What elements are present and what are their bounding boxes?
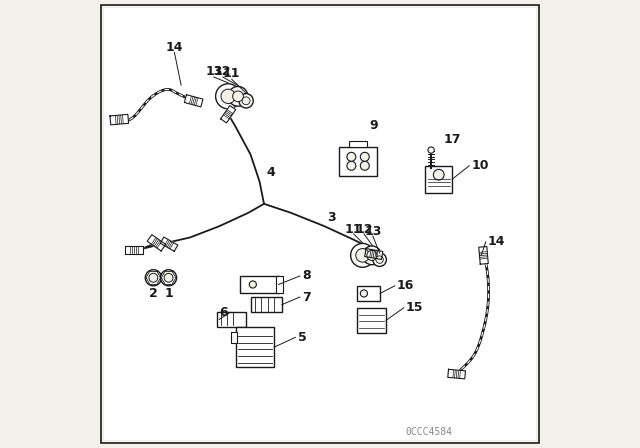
Bar xyxy=(356,286,380,301)
Circle shape xyxy=(367,250,377,260)
Polygon shape xyxy=(479,246,488,264)
Text: 11: 11 xyxy=(345,223,362,236)
Text: 13: 13 xyxy=(205,65,223,78)
Polygon shape xyxy=(125,246,143,254)
Bar xyxy=(357,308,386,332)
Polygon shape xyxy=(365,249,383,259)
Circle shape xyxy=(360,161,369,170)
Bar xyxy=(217,312,246,327)
Text: 10: 10 xyxy=(472,159,489,172)
Polygon shape xyxy=(184,95,203,107)
Text: 7: 7 xyxy=(302,290,311,304)
Circle shape xyxy=(360,290,367,297)
Text: 14: 14 xyxy=(166,40,183,54)
Polygon shape xyxy=(147,235,166,251)
Circle shape xyxy=(216,84,241,109)
Text: 3: 3 xyxy=(326,211,335,224)
Circle shape xyxy=(149,273,158,282)
Polygon shape xyxy=(110,114,129,125)
Circle shape xyxy=(161,270,177,286)
Circle shape xyxy=(347,152,356,161)
Circle shape xyxy=(232,91,243,102)
Polygon shape xyxy=(448,369,465,379)
Text: 13: 13 xyxy=(364,225,381,238)
Text: 2: 2 xyxy=(149,287,157,300)
Circle shape xyxy=(249,281,257,288)
Text: 16: 16 xyxy=(397,279,415,293)
Circle shape xyxy=(428,147,435,153)
Circle shape xyxy=(362,246,381,265)
Text: 9: 9 xyxy=(369,119,378,132)
Text: 14: 14 xyxy=(488,235,506,249)
Text: 12: 12 xyxy=(214,65,232,78)
Circle shape xyxy=(376,256,383,263)
Circle shape xyxy=(433,169,444,180)
Circle shape xyxy=(347,161,356,170)
Bar xyxy=(425,166,452,193)
Circle shape xyxy=(351,243,374,267)
Polygon shape xyxy=(160,237,178,251)
Text: 0CCC4584: 0CCC4584 xyxy=(405,427,452,437)
Text: 15: 15 xyxy=(406,301,424,314)
Circle shape xyxy=(239,94,253,108)
Text: 11: 11 xyxy=(223,67,241,81)
Circle shape xyxy=(164,273,173,282)
Circle shape xyxy=(360,152,369,161)
Text: 12: 12 xyxy=(355,223,372,236)
Circle shape xyxy=(145,270,161,286)
Text: 8: 8 xyxy=(302,269,310,283)
Bar xyxy=(339,147,377,176)
Text: 1: 1 xyxy=(164,287,173,300)
Bar xyxy=(276,276,283,293)
Bar xyxy=(349,141,367,147)
Bar xyxy=(241,276,278,293)
Bar xyxy=(250,297,282,312)
Text: 5: 5 xyxy=(298,331,307,344)
Circle shape xyxy=(221,89,236,103)
Text: 6: 6 xyxy=(220,306,228,319)
Circle shape xyxy=(372,253,387,267)
Bar xyxy=(230,332,237,343)
Bar xyxy=(236,327,274,367)
Polygon shape xyxy=(221,106,236,123)
Circle shape xyxy=(356,249,369,262)
Circle shape xyxy=(242,97,250,105)
Text: 17: 17 xyxy=(443,133,461,146)
Circle shape xyxy=(228,86,248,106)
Text: 4: 4 xyxy=(266,166,275,179)
